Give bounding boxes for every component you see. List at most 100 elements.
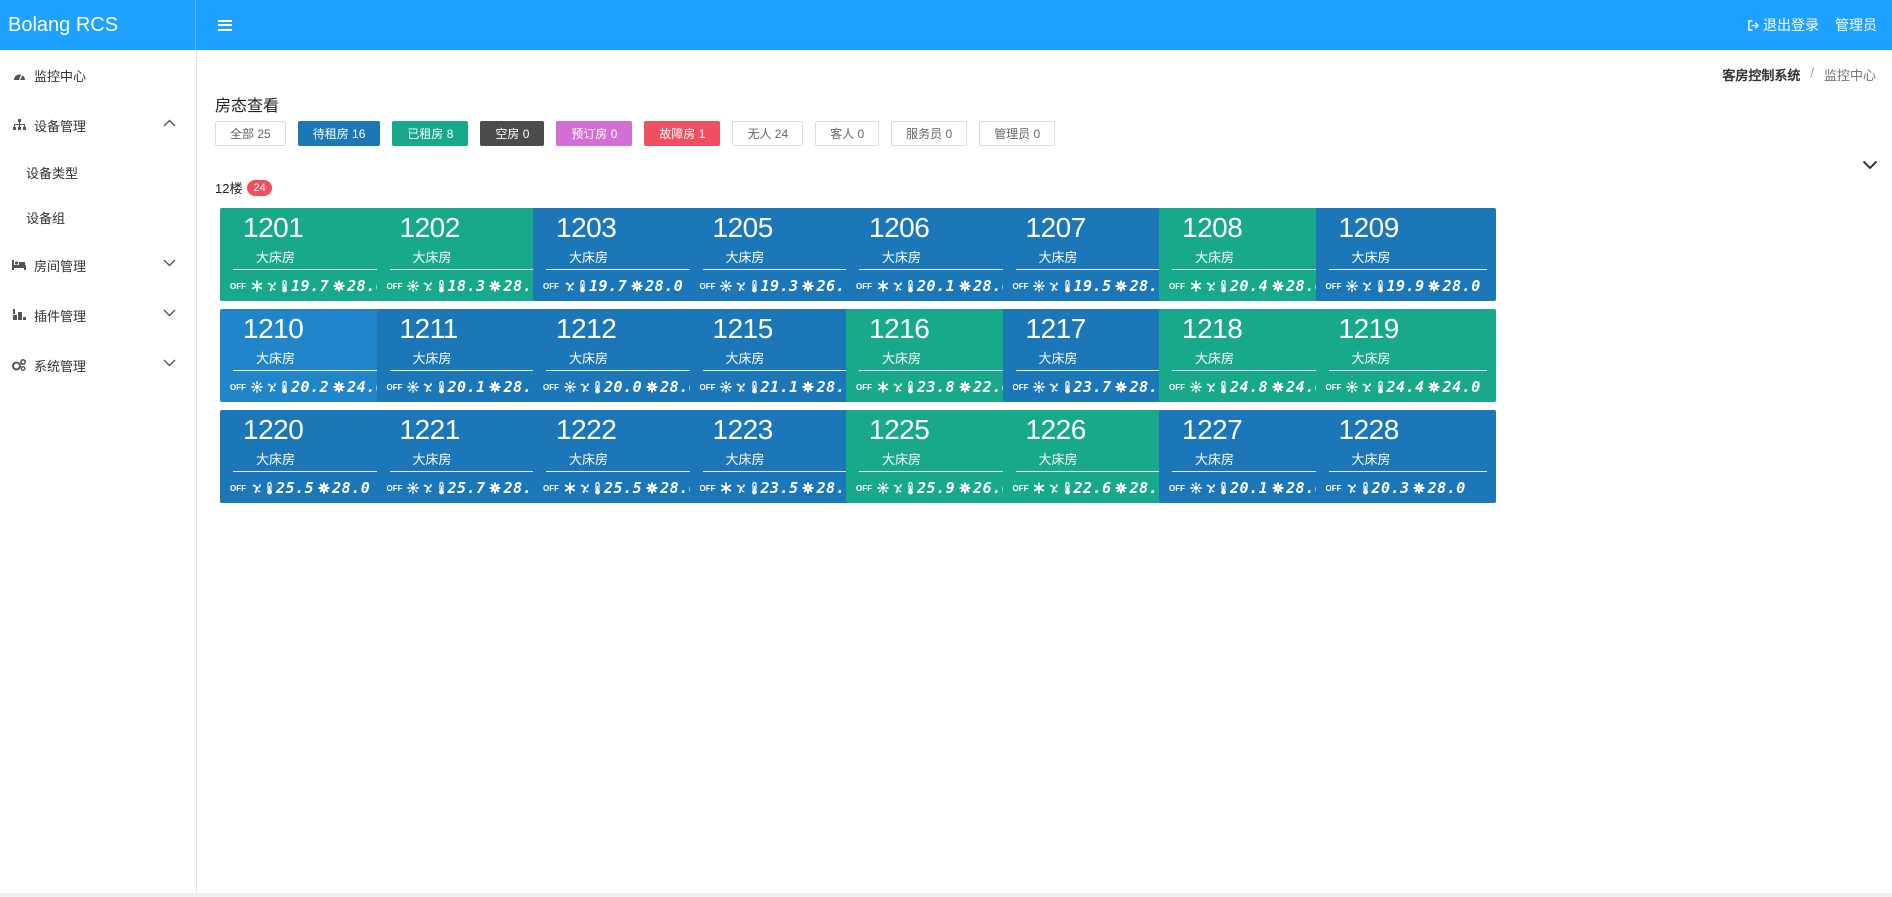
filter-button[interactable]: 预订房 0 <box>556 121 633 146</box>
thermometer-icon <box>593 380 602 394</box>
room-card[interactable]: 1223 大床房 OFF 23.5 28.0 <box>689 410 870 503</box>
floor-header: 12楼 24 <box>215 178 272 197</box>
sidebar-item-devices[interactable]: 设备管理 <box>0 100 196 150</box>
filter-button[interactable]: 故障房 1 <box>644 121 721 146</box>
room-card[interactable]: 1216 大床房 OFF 23.8 22.0 <box>846 309 1026 402</box>
current-temperature: 23.7 <box>1073 378 1112 396</box>
sidebar-item-system[interactable]: 系统管理 <box>0 340 196 390</box>
sidebar-item-monitor[interactable]: 监控中心 <box>0 50 196 100</box>
room-card[interactable]: 1226 大床房 OFF 22.6 28.0 <box>1002 410 1183 503</box>
power-off-label: OFF <box>1325 281 1342 291</box>
room-card[interactable]: 1201 大床房 OFF 19.7 28.0 <box>220 208 400 301</box>
sidebar-item-rooms[interactable]: 房间管理 <box>0 240 196 290</box>
room-card[interactable]: 1212 大床房 OFF 20.0 28.0 <box>533 309 713 402</box>
setpoint-gear-icon <box>332 381 345 394</box>
filter-button[interactable]: 待租房 16 <box>297 121 381 146</box>
card-divider <box>1172 471 1330 472</box>
room-type: 大床房 <box>882 250 922 265</box>
breadcrumb-root[interactable]: 客房控制系统 <box>1722 68 1801 83</box>
room-card[interactable]: 1227 大床房 OFF 20.1 28.0 <box>1159 410 1339 503</box>
filter-button[interactable]: 服务员 0 <box>891 121 968 146</box>
card-divider <box>702 370 861 371</box>
power-off-label: OFF <box>543 281 559 291</box>
room-card[interactable]: 1222 大床房 OFF 25.5 28.0 <box>533 410 713 503</box>
card-divider <box>233 370 391 371</box>
bottom-scrollbar[interactable] <box>0 893 1892 897</box>
ac-status-row: OFF 19.9 28.0 <box>1325 277 1484 295</box>
filter-button[interactable]: 无人 24 <box>732 121 804 146</box>
room-card[interactable]: 1221 大床房 OFF 25.7 28.0 <box>376 410 557 503</box>
thermometer-icon <box>906 481 915 495</box>
logout-button[interactable]: 退出登录 <box>1748 15 1819 35</box>
sidebar-subitem-device-group[interactable]: 设备组 <box>26 211 66 226</box>
room-type: 大床房 <box>1038 250 1078 265</box>
room-card[interactable]: 1217 大床房 OFF 23.7 28.0 <box>1002 309 1183 402</box>
chevron-down-icon <box>163 259 176 267</box>
room-number: 1220 <box>243 414 304 445</box>
room-card[interactable]: 1209 大床房 OFF 19.9 28.0 <box>1315 208 1496 301</box>
collapse-chevron-icon[interactable] <box>1862 160 1878 170</box>
room-card[interactable]: 1202 大床房 OFF 18.3 28.0 <box>376 208 557 301</box>
logout-label: 退出登录 <box>1763 17 1819 33</box>
thermometer-icon <box>1361 481 1370 495</box>
set-temperature: 26.0 <box>973 479 1012 497</box>
sidebar-item-label: 系统管理 <box>34 358 87 374</box>
room-card[interactable]: 1219 大床房 OFF 24.4 24.0 <box>1315 309 1496 402</box>
current-temperature: 20.2 <box>291 378 330 396</box>
floor-room-count-badge: 24 <box>247 179 272 196</box>
filter-button[interactable]: 客人 0 <box>815 121 880 146</box>
room-card[interactable]: 1203 大床房 OFF 19.7 28.0 <box>533 208 713 301</box>
thermometer-icon <box>750 380 759 394</box>
power-off-label: OFF <box>386 281 403 291</box>
top-header: Bolang RCS 退出登录 管理员 <box>0 0 1892 50</box>
room-card[interactable]: 1225 大床房 OFF 25.9 26.0 <box>846 410 1026 503</box>
filter-button[interactable]: 已租房 8 <box>392 121 469 146</box>
brand-logo[interactable]: Bolang RCS <box>0 0 196 50</box>
menu-toggle-icon[interactable] <box>218 19 232 31</box>
set-temperature: 28.0 <box>1427 479 1466 497</box>
snowflake-icon <box>563 482 576 495</box>
filter-button[interactable]: 全部 25 <box>215 121 286 146</box>
ac-status-row: OFF 25.9 26.0 <box>856 479 1014 497</box>
thermometer-icon <box>1219 279 1228 293</box>
room-number: 1217 <box>1025 313 1087 344</box>
room-card[interactable]: 1208 大床房 OFF 20.4 28.0 <box>1159 208 1339 301</box>
ac-status-row: OFF 24.8 24.0 <box>1169 378 1327 396</box>
sun-icon <box>1033 280 1046 293</box>
room-card[interactable]: 1205 大床房 OFF 19.3 26.0 <box>689 208 870 301</box>
current-temperature: 22.6 <box>1073 479 1112 497</box>
set-temperature: 28.0 <box>645 277 684 295</box>
room-number: 1227 <box>1182 414 1243 445</box>
setpoint-gear-icon <box>1115 482 1128 495</box>
room-card[interactable]: 1206 大床房 OFF 20.1 28.0 <box>846 208 1026 301</box>
card-divider <box>1328 370 1487 371</box>
filter-button[interactable]: 空房 0 <box>480 121 545 146</box>
sidebar: 监控中心 设备管理 设备类型 设备组 房间管理 插件管理 系统管理 <box>0 50 197 897</box>
ac-status-row: OFF 20.1 28.0 <box>387 378 545 396</box>
ac-status-row: OFF 20.3 28.0 <box>1326 479 1469 497</box>
fan-icon <box>735 381 748 394</box>
power-off-label: OFF <box>1325 382 1342 392</box>
room-card[interactable]: 1228 大床房 OFF 20.3 28.0 <box>1315 410 1496 503</box>
room-card[interactable]: 1220 大床房 OFF 25.5 28.0 <box>220 410 400 503</box>
room-type: 大床房 <box>256 452 296 467</box>
card-divider <box>702 269 861 270</box>
thermometer-icon <box>1219 380 1228 394</box>
power-off-label: OFF <box>699 483 716 493</box>
power-off-label: OFF <box>1012 281 1029 291</box>
room-card[interactable]: 1218 大床房 OFF 24.8 24.0 <box>1159 309 1339 402</box>
room-card[interactable]: 1210 大床房 OFF 20.2 24.0 <box>220 309 400 402</box>
room-card[interactable]: 1215 大床房 OFF 21.1 28.0 <box>689 309 870 402</box>
set-temperature: 24.0 <box>1442 378 1481 396</box>
current-temperature: 19.7 <box>291 277 330 295</box>
filter-button[interactable]: 管理员 0 <box>979 121 1056 146</box>
room-card[interactable]: 1211 大床房 OFF 20.1 28.0 <box>376 309 557 402</box>
admin-user-menu[interactable]: 管理员 <box>1835 17 1877 33</box>
sun-icon <box>1346 280 1359 293</box>
logout-icon <box>1748 19 1759 31</box>
status-filter-bar: 全部 25 待租房 16 已租房 8 空房 0 预订房 0 故障房 1 无人 24 客人 0 服… <box>215 121 1067 146</box>
sidebar-subitem-device-type[interactable]: 设备类型 <box>26 166 79 181</box>
current-temperature: 19.3 <box>760 277 799 295</box>
sidebar-item-plugins[interactable]: 插件管理 <box>0 290 196 340</box>
room-card[interactable]: 1207 大床房 OFF 19.5 28.0 <box>1002 208 1183 301</box>
